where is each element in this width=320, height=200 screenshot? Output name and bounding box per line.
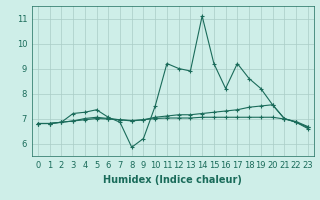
X-axis label: Humidex (Indice chaleur): Humidex (Indice chaleur) bbox=[103, 175, 242, 185]
